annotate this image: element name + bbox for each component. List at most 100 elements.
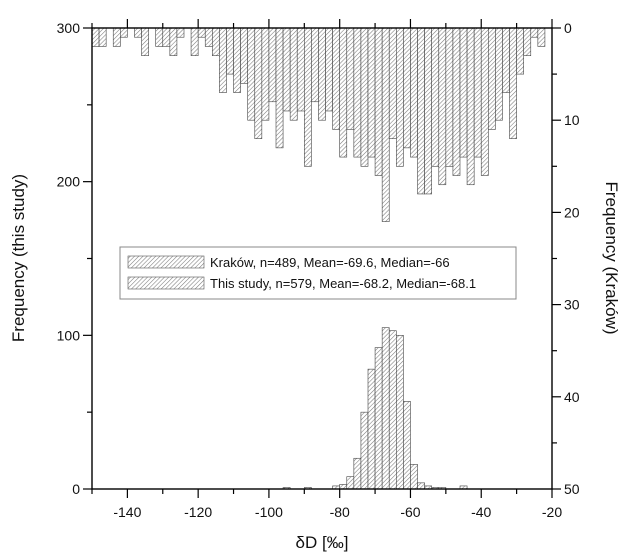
right-y-tick-labels: 0 10 20 30 40 50 bbox=[564, 20, 580, 497]
this-study-bar bbox=[381, 327, 390, 490]
krakow-bar bbox=[226, 27, 234, 75]
this-study-bar bbox=[374, 347, 383, 490]
krakow-bar bbox=[410, 27, 418, 158]
x-tick-label: -120 bbox=[184, 504, 212, 520]
this-study-bar bbox=[417, 482, 425, 490]
krakow-bar bbox=[452, 27, 461, 176]
krakow-bar bbox=[495, 27, 503, 121]
krakow-bar bbox=[254, 27, 263, 139]
right-y-tick-label: 10 bbox=[564, 112, 580, 128]
krakow-bar bbox=[466, 27, 475, 186]
krakow-bar bbox=[240, 27, 248, 84]
krakow-bar bbox=[459, 27, 468, 158]
krakow-bar bbox=[98, 27, 107, 47]
krakow-bar bbox=[268, 27, 277, 103]
krakow-bar bbox=[219, 27, 227, 93]
left-y-tick-label: 300 bbox=[57, 20, 81, 36]
krakow-bar bbox=[332, 27, 340, 130]
krakow-bar bbox=[289, 27, 298, 121]
krakow-bar bbox=[480, 27, 489, 176]
krakow-bar bbox=[445, 27, 454, 167]
krakow-bar bbox=[516, 27, 524, 75]
krakow-bar bbox=[388, 27, 397, 139]
right-y-tick-label: 0 bbox=[564, 20, 572, 36]
krakow-bar bbox=[488, 27, 496, 130]
legend-label-krakow: Kraków, n=489, Mean=-69.6, Median=-66 bbox=[210, 255, 450, 270]
right-y-tick-label: 40 bbox=[564, 389, 580, 405]
krakow-bar bbox=[176, 27, 185, 38]
krakow-bar bbox=[431, 27, 440, 167]
x-tick-labels: -140 -120 -100 -80 -60 -40 -20 bbox=[113, 504, 562, 520]
krakow-bar bbox=[318, 27, 326, 121]
krakow-bar bbox=[261, 27, 270, 121]
right-y-tick-label: 20 bbox=[564, 204, 580, 220]
left-y-axis-title: Frequency (this study) bbox=[9, 174, 28, 342]
krakow-bar bbox=[204, 27, 213, 47]
krakow-bar bbox=[91, 27, 100, 47]
legend: Kraków, n=489, Mean=-69.6, Median=-66 Th… bbox=[119, 246, 517, 300]
krakow-bars bbox=[91, 27, 546, 222]
this-study-bar bbox=[360, 411, 369, 490]
krakow-bar bbox=[134, 27, 142, 38]
krakow-bar bbox=[304, 27, 312, 167]
krakow-bar bbox=[360, 27, 369, 167]
krakow-bar bbox=[346, 27, 355, 130]
krakow-bar bbox=[325, 27, 333, 112]
krakow-bar bbox=[381, 27, 390, 222]
this-study-bar bbox=[367, 368, 376, 490]
krakow-bar bbox=[112, 27, 121, 47]
krakow-bar bbox=[162, 27, 171, 47]
krakow-bar bbox=[530, 27, 539, 38]
krakow-bar bbox=[396, 27, 404, 167]
this-study-bar bbox=[410, 464, 418, 490]
krakow-bar bbox=[417, 27, 425, 195]
x-axis-title: δD [‰] bbox=[296, 533, 349, 552]
axis-ticks bbox=[83, 19, 561, 498]
this-study-bar bbox=[403, 401, 411, 490]
krakow-bar bbox=[169, 27, 178, 56]
x-tick-label: -100 bbox=[255, 504, 283, 520]
x-tick-label: -60 bbox=[400, 504, 420, 520]
krakow-bar bbox=[247, 27, 256, 121]
krakow-bar bbox=[353, 27, 362, 158]
x-tick-label: -80 bbox=[330, 504, 350, 520]
krakow-bar bbox=[282, 27, 291, 112]
right-y-tick-label: 30 bbox=[564, 297, 580, 313]
krakow-bar bbox=[374, 27, 383, 176]
krakow-bar bbox=[233, 27, 241, 93]
x-tick-label: -20 bbox=[542, 504, 562, 520]
krakow-bar bbox=[311, 27, 319, 103]
x-tick-label: -40 bbox=[471, 504, 491, 520]
krakow-bar bbox=[424, 27, 432, 195]
krakow-bar bbox=[197, 27, 206, 38]
krakow-bar bbox=[509, 27, 517, 139]
left-y-tick-label: 100 bbox=[57, 327, 81, 343]
krakow-bar bbox=[120, 27, 128, 38]
krakow-bar bbox=[296, 27, 305, 112]
legend-box bbox=[119, 246, 517, 300]
krakow-bar bbox=[523, 27, 532, 56]
krakow-bar bbox=[367, 27, 376, 158]
krakow-bar bbox=[212, 27, 220, 56]
legend-swatch-krakow bbox=[127, 255, 205, 269]
legend-label-this-study: This study, n=579, Mean=-68.2, Median=-6… bbox=[210, 276, 476, 291]
krakow-bar bbox=[155, 27, 164, 47]
krakow-bar bbox=[275, 27, 284, 149]
krakow-bar bbox=[141, 27, 149, 56]
krakow-bar bbox=[190, 27, 199, 56]
legend-swatch-this-study bbox=[127, 276, 205, 290]
krakow-bar bbox=[537, 27, 546, 47]
krakow-bar bbox=[502, 27, 510, 93]
this-study-bar bbox=[353, 457, 362, 490]
left-y-tick-labels: 0 100 200 300 bbox=[57, 20, 81, 497]
right-y-axis-title: Frequency (Kraków) bbox=[602, 181, 621, 334]
left-y-tick-label: 200 bbox=[57, 174, 81, 190]
left-y-tick-label: 0 bbox=[72, 481, 80, 497]
this-study-bars bbox=[282, 327, 468, 490]
x-tick-label: -140 bbox=[113, 504, 141, 520]
krakow-bar bbox=[403, 27, 411, 149]
krakow-bar bbox=[339, 27, 348, 158]
this-study-bar bbox=[396, 335, 404, 490]
krakow-bar bbox=[438, 27, 447, 186]
